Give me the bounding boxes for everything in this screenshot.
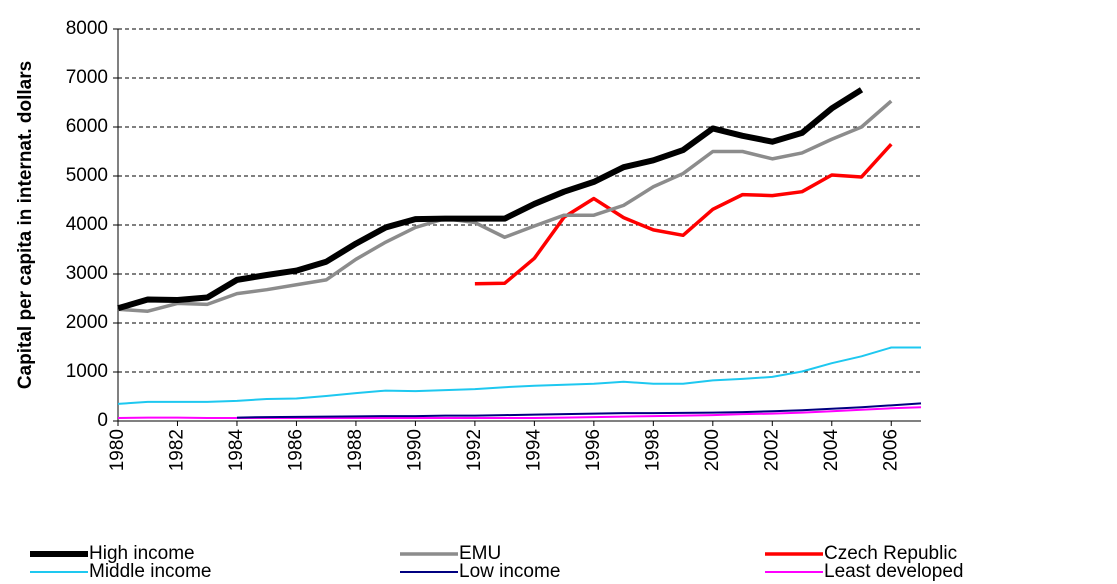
legend-label: High income [89,543,195,564]
legend-label: EMU [459,543,501,564]
x-tick-label: 1990 [404,429,425,471]
y-tick-label: 2000 [66,312,108,333]
y-tick-label: 3000 [66,263,108,284]
series-line [474,142,893,286]
series-line [236,402,922,419]
legend-label: Low income [459,561,560,582]
x-tick-label: 1996 [583,429,604,471]
x-tick-label: 2002 [761,429,782,471]
series-line [117,406,922,420]
x-tick-label: 1998 [642,429,663,471]
y-axis-label: Capital per capita in internat. dollars [15,61,36,389]
y-tick-label: 1000 [66,361,108,382]
x-tick-label: 2006 [880,429,901,471]
x-tick-label: 1992 [464,429,485,471]
x-tick-label: 1980 [107,429,128,471]
x-tick-label: 1994 [523,429,544,472]
series-line [117,346,921,405]
x-tick-label: 2004 [821,429,842,472]
series-line [117,99,893,313]
x-tick-label: 1984 [226,429,247,472]
series-line [117,87,864,312]
y-tick-label: 7000 [66,67,108,88]
legend-label: Middle income [89,561,212,582]
x-tick-label: 1982 [166,429,187,471]
y-tick-label: 4000 [66,214,108,235]
y-tick-label: 6000 [66,116,108,137]
x-tick-label: 2000 [702,429,723,471]
y-tick-label: 0 [97,410,108,431]
x-tick-label: 1986 [285,429,306,471]
x-tick-label: 1988 [345,429,366,471]
legend-label: Least developed [824,561,963,582]
legend-label: Czech Republic [824,543,957,564]
y-tick-label: 8000 [66,18,108,39]
y-tick-label: 5000 [66,165,108,186]
